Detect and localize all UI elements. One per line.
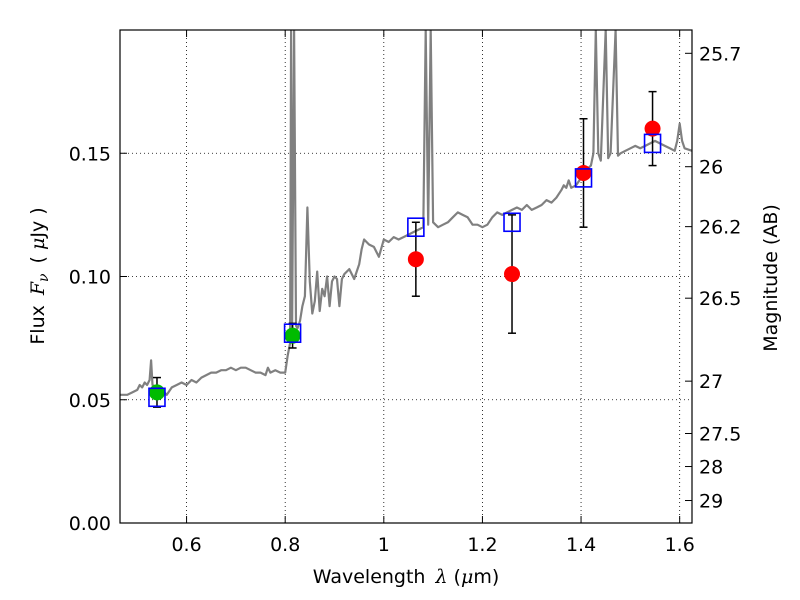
y2-tick-label: 28 [699, 457, 723, 479]
y-tick-label: 0.00 [69, 513, 111, 535]
y2-tick-label: 26.5 [699, 288, 741, 310]
y-axis-ticks: 0.00 0.05 0.10 0.15 [69, 143, 127, 535]
x-tick-label: 1.4 [566, 534, 596, 556]
model-square [643, 133, 662, 154]
spectrum-line [120, 30, 692, 396]
x-tick-label: 1 [378, 534, 390, 556]
y-axis-label: FluxFν(μJy) [27, 207, 52, 344]
y-tick-label: 0.05 [69, 390, 111, 412]
y2-tick-label: 27 [699, 371, 723, 393]
y2-tick-label: 25.7 [699, 43, 741, 65]
y2-tick-label: 26 [699, 157, 723, 179]
y2-axis-label: Magnitude (AB) [760, 204, 782, 352]
model-square [283, 323, 302, 343]
model-square [148, 387, 166, 408]
data-point [504, 266, 521, 283]
x-tick-label: 0.8 [270, 534, 300, 556]
markers [148, 120, 662, 408]
model-square [574, 168, 593, 188]
x-tick-label: 1.2 [467, 534, 497, 556]
y-tick-label: 0.10 [69, 267, 111, 289]
y-tick-label: 0.15 [69, 143, 111, 165]
x-tick-label: 0.6 [171, 534, 201, 556]
y2-tick-label: 26.2 [699, 217, 741, 239]
model-square [503, 212, 521, 233]
data-point [284, 327, 301, 344]
data-point [575, 164, 592, 181]
data-point [407, 251, 424, 268]
x-tick-label: 1.6 [665, 534, 695, 556]
x-axis-label: Wavelength λ (μm) [313, 566, 499, 588]
y2-axis-ticks: 25.7 26 26.2 26.5 27 27.5 28 29 [685, 43, 741, 513]
y2-tick-label: 27.5 [699, 424, 741, 446]
data-point [148, 384, 165, 401]
x-axis-ticks: 0.6 0.8 1 1.2 1.4 1.6 [171, 30, 695, 556]
series-layer [120, 30, 692, 396]
data-point [644, 120, 661, 137]
y2-tick-label: 29 [699, 491, 723, 513]
model-square [407, 217, 425, 237]
